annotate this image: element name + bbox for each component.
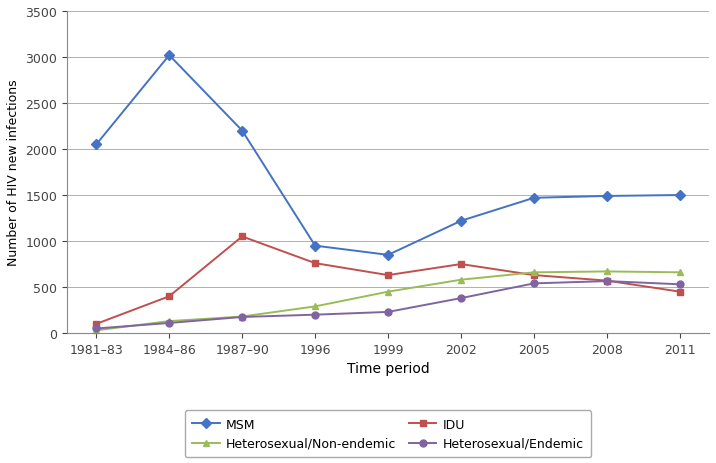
IDU — [384, 273, 392, 278]
IDU — [603, 278, 611, 284]
Heterosexual/Non-endemic — [238, 314, 246, 319]
MSM — [238, 129, 246, 134]
MSM — [92, 142, 100, 148]
MSM — [165, 53, 173, 59]
MSM — [676, 193, 684, 198]
MSM — [457, 219, 465, 224]
IDU — [530, 273, 538, 278]
IDU — [311, 261, 319, 266]
Line: MSM: MSM — [93, 52, 683, 259]
MSM — [311, 244, 319, 249]
Y-axis label: Number of HIV new infections: Number of HIV new infections — [7, 80, 20, 266]
Heterosexual/Endemic — [384, 309, 392, 315]
Heterosexual/Endemic — [92, 326, 100, 332]
Line: Heterosexual/Non-endemic: Heterosexual/Non-endemic — [93, 269, 683, 334]
Heterosexual/Non-endemic — [165, 319, 173, 324]
MSM — [384, 252, 392, 258]
Heterosexual/Non-endemic — [530, 270, 538, 275]
Line: Heterosexual/Endemic: Heterosexual/Endemic — [93, 278, 683, 332]
Heterosexual/Endemic — [676, 282, 684, 288]
Heterosexual/Non-endemic — [311, 304, 319, 309]
Heterosexual/Endemic — [530, 281, 538, 287]
Heterosexual/Non-endemic — [457, 277, 465, 283]
IDU — [165, 294, 173, 300]
Heterosexual/Endemic — [238, 314, 246, 320]
Heterosexual/Non-endemic — [384, 289, 392, 295]
MSM — [603, 194, 611, 199]
IDU — [676, 289, 684, 295]
X-axis label: Time period: Time period — [347, 362, 430, 375]
IDU — [238, 234, 246, 240]
Heterosexual/Non-endemic — [676, 270, 684, 275]
MSM — [530, 195, 538, 201]
Heterosexual/Non-endemic — [92, 328, 100, 333]
Heterosexual/Non-endemic — [603, 269, 611, 275]
Legend: MSM, Heterosexual/Non-endemic, IDU, Heterosexual/Endemic: MSM, Heterosexual/Non-endemic, IDU, Hete… — [185, 410, 591, 457]
Heterosexual/Endemic — [165, 320, 173, 326]
IDU — [457, 262, 465, 267]
IDU — [92, 321, 100, 327]
Heterosexual/Endemic — [311, 312, 319, 318]
Heterosexual/Endemic — [603, 279, 611, 284]
Line: IDU: IDU — [93, 233, 683, 328]
Heterosexual/Endemic — [457, 296, 465, 301]
